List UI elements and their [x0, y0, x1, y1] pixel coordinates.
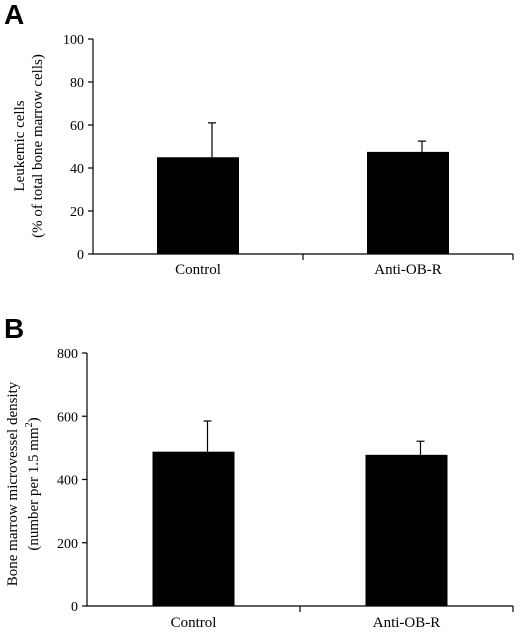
y-tick-label-a: 40 [70, 162, 84, 177]
bar-a [157, 157, 239, 254]
panel-letter-a: A [4, 0, 24, 30]
y-axis-label-b-line2-sup: 2 [24, 422, 35, 427]
panel-a: A Leukemic cells (% of total bone marrow… [4, 0, 514, 278]
y-axis-label-b-line2: (number per 1.5 mm2) [24, 417, 42, 550]
y-axis-label-a-line2: (% of total bone marrow cells) [30, 54, 46, 238]
y-tick-label-b: 200 [57, 537, 78, 552]
y-tick-label-b: 0 [71, 600, 78, 615]
x-tick-label-a: Anti-OB-R [374, 262, 442, 278]
x-tick-label-b: Control [171, 615, 217, 631]
y-tick-label-a: 20 [70, 205, 84, 220]
y-axis-label-b-line2-prefix: (number per 1.5 mm [26, 427, 42, 551]
y-axis-label-b-line1: Bone marrow microvessel density [5, 381, 21, 586]
bar-a [367, 151, 449, 254]
y-tick-label-b: 400 [57, 474, 78, 489]
bar-b [152, 451, 235, 606]
x-tick-label-b: Anti-OB-R [373, 615, 441, 631]
y-tick-label-a: 0 [77, 248, 84, 263]
plot-area-b: 0 200 400 600 800 Control Anti-OB-R [57, 347, 514, 631]
y-tick-label-a: 60 [70, 119, 84, 134]
panel-letter-b: B [4, 313, 24, 344]
y-tick-label-b: 800 [57, 347, 78, 362]
bar-b [365, 454, 448, 606]
y-tick-label-a: 80 [70, 76, 84, 91]
panel-b: B Bone marrow microvessel density (numbe… [4, 313, 514, 631]
y-tick-label-b: 600 [57, 410, 78, 425]
y-axis-label-b-line2-suffix: ) [26, 417, 42, 422]
x-tick-label-a: Control [175, 262, 221, 278]
y-axis-label-a-line1: Leukemic cells [12, 100, 28, 191]
y-tick-label-a: 100 [63, 33, 84, 48]
plot-area-a: 0 20 40 60 80 100 Control Anti-OB-R [63, 33, 514, 278]
